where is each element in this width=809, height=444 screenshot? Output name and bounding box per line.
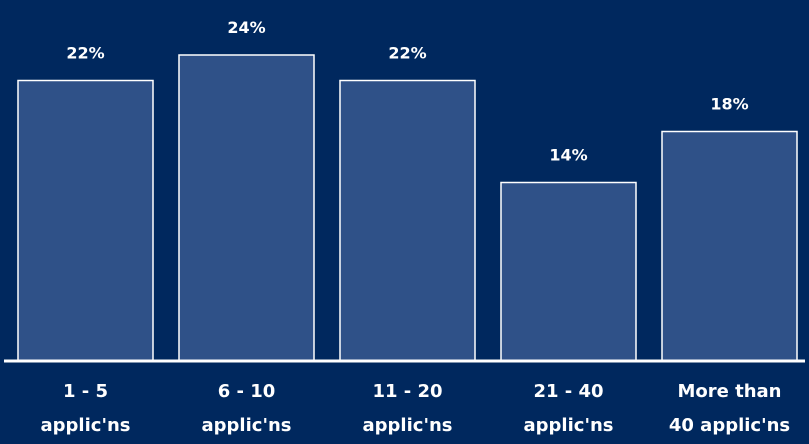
- category-label-3-line-1: 11 - 20: [372, 381, 442, 402]
- category-label-4-line-1: 21 - 40: [533, 381, 603, 402]
- category-label-1-line-2: applic'ns: [41, 415, 131, 436]
- category-label-4: 21 - 40 applic'ns: [524, 381, 614, 436]
- value-label-1: 22%: [66, 44, 104, 63]
- value-label-5: 18%: [710, 95, 748, 114]
- category-label-2-line-1: 6 - 10: [218, 381, 276, 402]
- bar-4: [500, 181, 637, 362]
- category-label-2: 6 - 10 applic'ns: [202, 381, 292, 436]
- category-label-3: 11 - 20 applic'ns: [363, 381, 453, 436]
- value-label-3: 22%: [388, 44, 426, 63]
- value-label-2: 24%: [227, 18, 265, 37]
- value-label-4: 14%: [549, 146, 587, 165]
- category-label-3-line-2: applic'ns: [363, 415, 453, 436]
- category-label-5-line-1: More than: [677, 381, 781, 402]
- category-label-5-line-2: 40 applic'ns: [669, 415, 790, 436]
- category-label-4-line-2: applic'ns: [524, 415, 614, 436]
- category-label-5: More than 40 applic'ns: [669, 381, 790, 436]
- bar-5: [661, 130, 798, 362]
- category-labels-group: 1 - 5 applic'ns 6 - 10 applic'ns 11 - 20 appl…: [41, 381, 791, 436]
- category-label-2-line-2: applic'ns: [202, 415, 292, 436]
- bar-1: [17, 79, 154, 362]
- category-label-1-line-1: 1 - 5: [63, 381, 108, 402]
- category-label-1: 1 - 5 applic'ns: [41, 381, 131, 436]
- bar-2: [178, 54, 315, 362]
- value-labels-group: 22% 24% 22% 14% 18%: [66, 18, 748, 165]
- bar-3: [339, 79, 476, 362]
- bars-group: [17, 54, 798, 362]
